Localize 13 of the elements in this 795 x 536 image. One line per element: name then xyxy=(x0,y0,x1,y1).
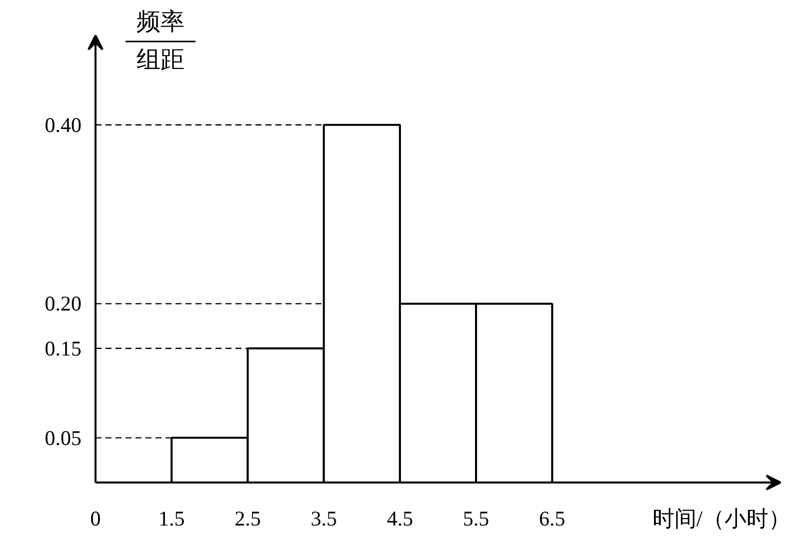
x-tick-label: 3.5 xyxy=(310,506,337,530)
x-tick-label: 2.5 xyxy=(234,506,261,530)
y-tick-label: 0.15 xyxy=(44,336,82,360)
y-axis-title: 频率组距 xyxy=(136,8,184,74)
x-tick-label: 5.5 xyxy=(462,506,490,530)
x-tick-label: 0 xyxy=(90,506,101,530)
y-tick-label: 0.40 xyxy=(44,112,82,137)
y-tick-label: 0.05 xyxy=(44,426,82,450)
x-tick-label: 6.5 xyxy=(539,506,566,530)
y-tick-label: 0.20 xyxy=(44,292,82,316)
x-axis-title: 时间/（小时） xyxy=(652,506,791,531)
x-tick-label: 4.5 xyxy=(386,506,414,530)
x-tick-label: 1.5 xyxy=(158,506,185,530)
